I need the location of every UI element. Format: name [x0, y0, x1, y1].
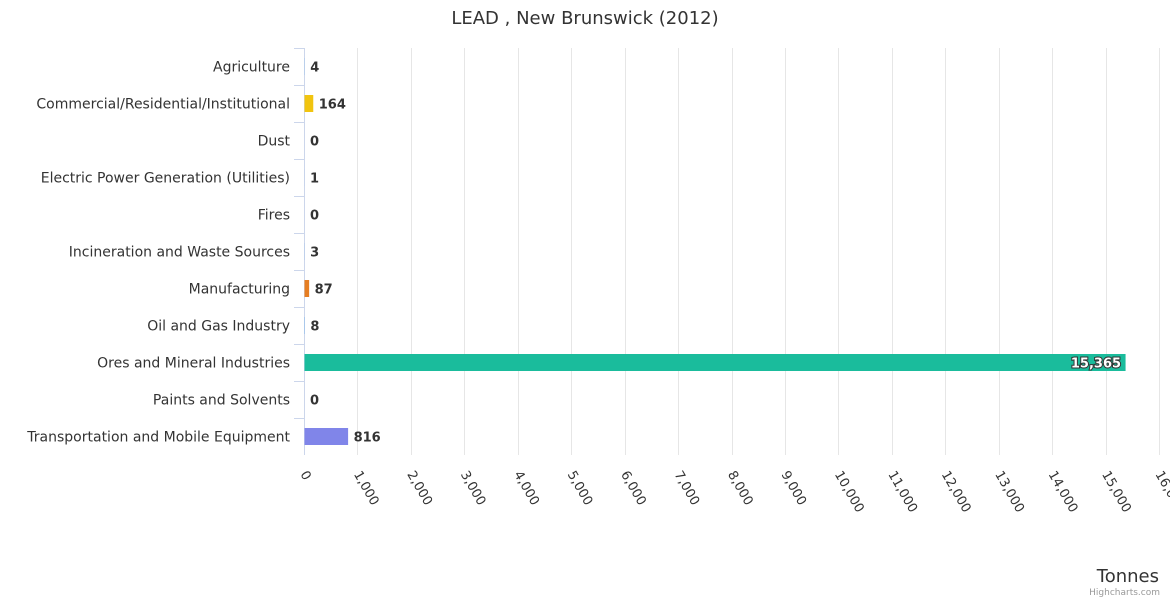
- x-tick-label: 10,000: [831, 469, 867, 516]
- value-axis-title: Tonnes: [1096, 566, 1159, 587]
- x-tick-label: 15,000: [1098, 469, 1134, 516]
- category-label: Commercial/Residential/Institutional: [36, 97, 290, 113]
- category-label: Ores and Mineral Industries: [97, 356, 290, 372]
- bar-manufacturing[interactable]: [304, 280, 310, 297]
- x-axis-ticks: 0 1,000 2,000 3,000 4,000 5,000 6,000 7,000 8,00…: [297, 469, 1170, 516]
- grid-lines: [294, 48, 1160, 455]
- category-labels: Agriculture Commercial/Residential/Instit…: [26, 60, 290, 446]
- x-tick-label: 0: [297, 469, 314, 484]
- data-label: 0: [310, 394, 319, 409]
- x-tick-label: 14,000: [1045, 469, 1081, 516]
- x-tick-label: 3,000: [457, 469, 489, 509]
- data-label: 164: [319, 98, 346, 113]
- x-tick-label: 16,000: [1152, 469, 1170, 516]
- bars: [304, 58, 1126, 445]
- x-tick-label: 13,000: [991, 469, 1027, 516]
- bar-transportation-and-mobile-equipment[interactable]: [304, 428, 349, 445]
- category-label: Incineration and Waste Sources: [69, 245, 290, 261]
- category-label: Agriculture: [213, 60, 290, 76]
- data-labels: 4 164 0 1 0 3 87 8 15,365 0 816: [310, 61, 1122, 446]
- x-tick-label: 7,000: [671, 469, 703, 509]
- category-label: Electric Power Generation (Utilities): [41, 171, 290, 187]
- bar-commercial-residential-institutional[interactable]: [304, 95, 314, 112]
- data-label: 1: [310, 172, 319, 187]
- x-tick-label: 6,000: [617, 469, 649, 509]
- data-label: 0: [310, 209, 319, 224]
- credits-link[interactable]: Highcharts.com: [1089, 588, 1160, 598]
- x-tick-label: 11,000: [884, 469, 920, 516]
- bar-ores-and-mineral-industries[interactable]: [304, 354, 1126, 371]
- data-label: 4: [310, 61, 319, 76]
- x-tick-label: 5,000: [564, 469, 596, 509]
- x-tick-label: 12,000: [938, 469, 974, 516]
- category-label: Dust: [258, 134, 291, 150]
- x-tick-label: 4,000: [510, 469, 542, 509]
- data-label: 816: [354, 431, 381, 446]
- data-label: 3: [310, 246, 319, 261]
- chart-title: LEAD , New Brunswick (2012): [451, 8, 718, 29]
- category-label: Transportation and Mobile Equipment: [26, 430, 290, 446]
- x-tick-label: 2,000: [403, 469, 435, 509]
- data-label: 15,365: [1071, 357, 1121, 372]
- x-tick-label: 8,000: [724, 469, 756, 509]
- category-label: Manufacturing: [189, 282, 290, 298]
- data-label: 0: [310, 135, 319, 150]
- category-label: Oil and Gas Industry: [147, 319, 290, 335]
- data-label: 87: [315, 283, 333, 298]
- data-label: 8: [310, 320, 319, 335]
- category-label: Fires: [258, 208, 290, 224]
- x-tick-label: 9,000: [777, 469, 809, 509]
- category-label: Paints and Solvents: [153, 393, 290, 409]
- x-tick-label: 1,000: [350, 469, 382, 509]
